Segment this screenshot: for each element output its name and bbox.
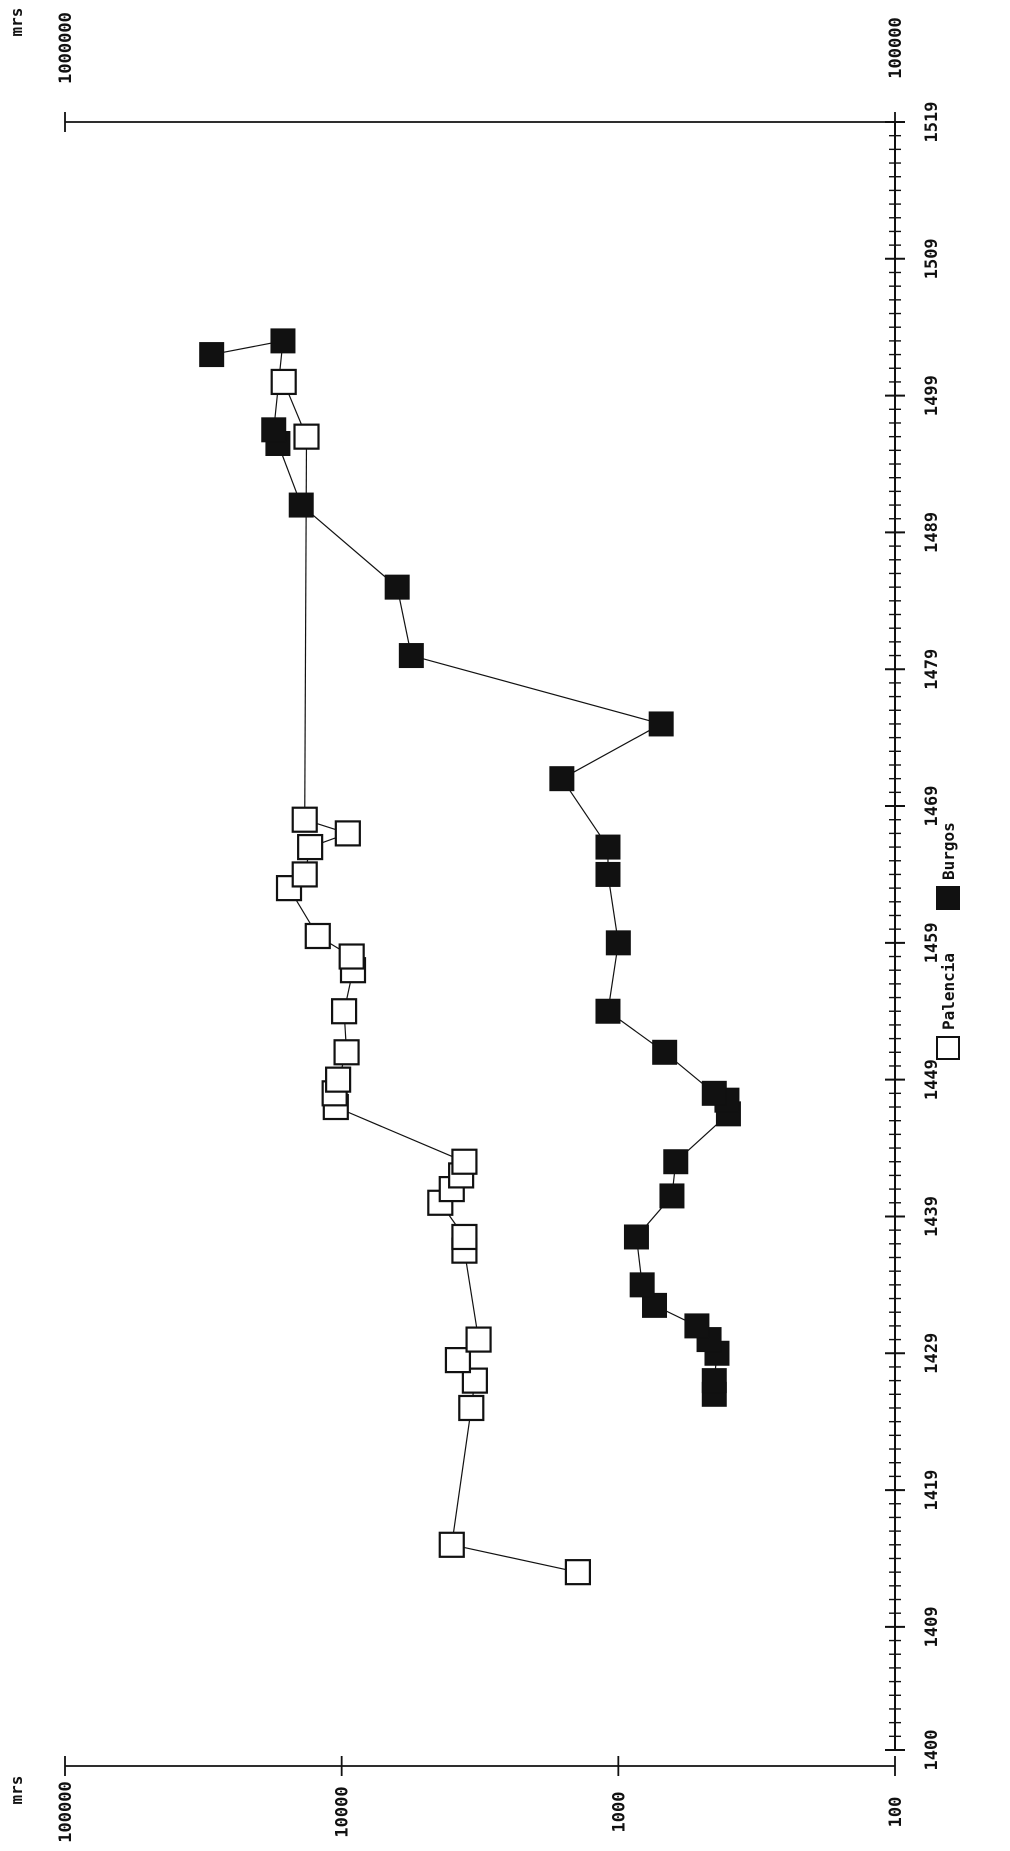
palencia-point [330, 998, 358, 1025]
palencia-point [325, 1066, 352, 1093]
series-connector [463, 1250, 480, 1340]
x-tick-label: 1419 [922, 1470, 942, 1511]
palencia-point [333, 1039, 360, 1066]
burgos-point [288, 492, 314, 518]
burgos-point [261, 417, 287, 443]
palencia-point [293, 423, 320, 450]
series-connector [451, 1407, 472, 1545]
palencia-point [458, 1394, 485, 1422]
x-tick-label: 1499 [922, 375, 942, 416]
x-tick-label: 1519 [922, 102, 942, 143]
right-axis-unit-label: mrs [7, 8, 26, 37]
burgos-point [595, 998, 621, 1024]
series-connector [411, 654, 662, 725]
burgos-point [652, 1039, 678, 1065]
right-tick-label: 100000 [886, 17, 906, 78]
right-tick-label: 1000000 [56, 12, 76, 84]
series-connector [561, 723, 662, 780]
palencia-point [297, 833, 324, 861]
x-tick-label: 1400 [922, 1730, 942, 1771]
axes: 1400 1409 1419 1429 1439 1449 1459 1469 1479 1489… [7, 8, 942, 1843]
series-connector [300, 504, 398, 588]
palencia-point [451, 1148, 478, 1175]
burgos-point [684, 1313, 710, 1339]
burgos-point [270, 328, 296, 354]
burgos-point [663, 1149, 689, 1175]
palencia-point [334, 820, 361, 847]
palencia-point [438, 1531, 465, 1558]
burgos-point [629, 1272, 655, 1298]
burgos-point [595, 861, 621, 887]
legend-label: Palencia [939, 953, 958, 1030]
burgos-point [642, 1292, 668, 1318]
y-tick-label: 10000 [333, 1786, 353, 1837]
x-tick-label: 1429 [922, 1333, 942, 1374]
x-tick-label: 1449 [922, 1059, 942, 1100]
series-connector [335, 1106, 465, 1163]
burgos-point [549, 766, 575, 792]
palencia-point [291, 861, 318, 888]
burgos-point [648, 711, 674, 737]
palencia-point [304, 922, 331, 950]
palencia-point [291, 806, 318, 833]
x-tick-label: 1409 [922, 1606, 942, 1647]
legend-burgos-swatch [936, 886, 960, 910]
x-tick-label: 1489 [922, 512, 942, 553]
burgos-point [199, 342, 225, 368]
series-connector [451, 1544, 579, 1573]
burgos-point [595, 834, 621, 860]
palencia-point [451, 1223, 478, 1251]
palencia-point [564, 1559, 592, 1586]
y-axis-unit-label: mrs [7, 1776, 26, 1805]
burgos-point [623, 1224, 649, 1250]
burgos-point [701, 1080, 727, 1106]
x-tick-label: 1469 [922, 786, 942, 827]
burgos-point [384, 574, 410, 600]
y-tick-label: 1000 [609, 1792, 629, 1833]
x-tick-label: 1459 [922, 922, 942, 963]
x-tick-label: 1439 [922, 1196, 942, 1237]
burgos-point [398, 643, 424, 669]
palencia-point [465, 1326, 492, 1353]
y-tick-label: 100000 [56, 1781, 76, 1842]
palencia-point [338, 943, 365, 970]
x-tick-label: 1509 [922, 238, 942, 279]
palencia-point [270, 368, 297, 396]
legend-label: Burgos [939, 822, 958, 880]
burgos-point [659, 1183, 685, 1209]
burgos-point [701, 1368, 727, 1394]
legend-palencia-swatch [936, 1036, 960, 1060]
legend: Palencia Burgos [936, 822, 960, 1060]
y-tick-label: 100 [886, 1797, 906, 1828]
burgos-point [605, 930, 631, 956]
data-points [199, 328, 741, 1586]
x-tick-label: 1479 [922, 649, 942, 690]
